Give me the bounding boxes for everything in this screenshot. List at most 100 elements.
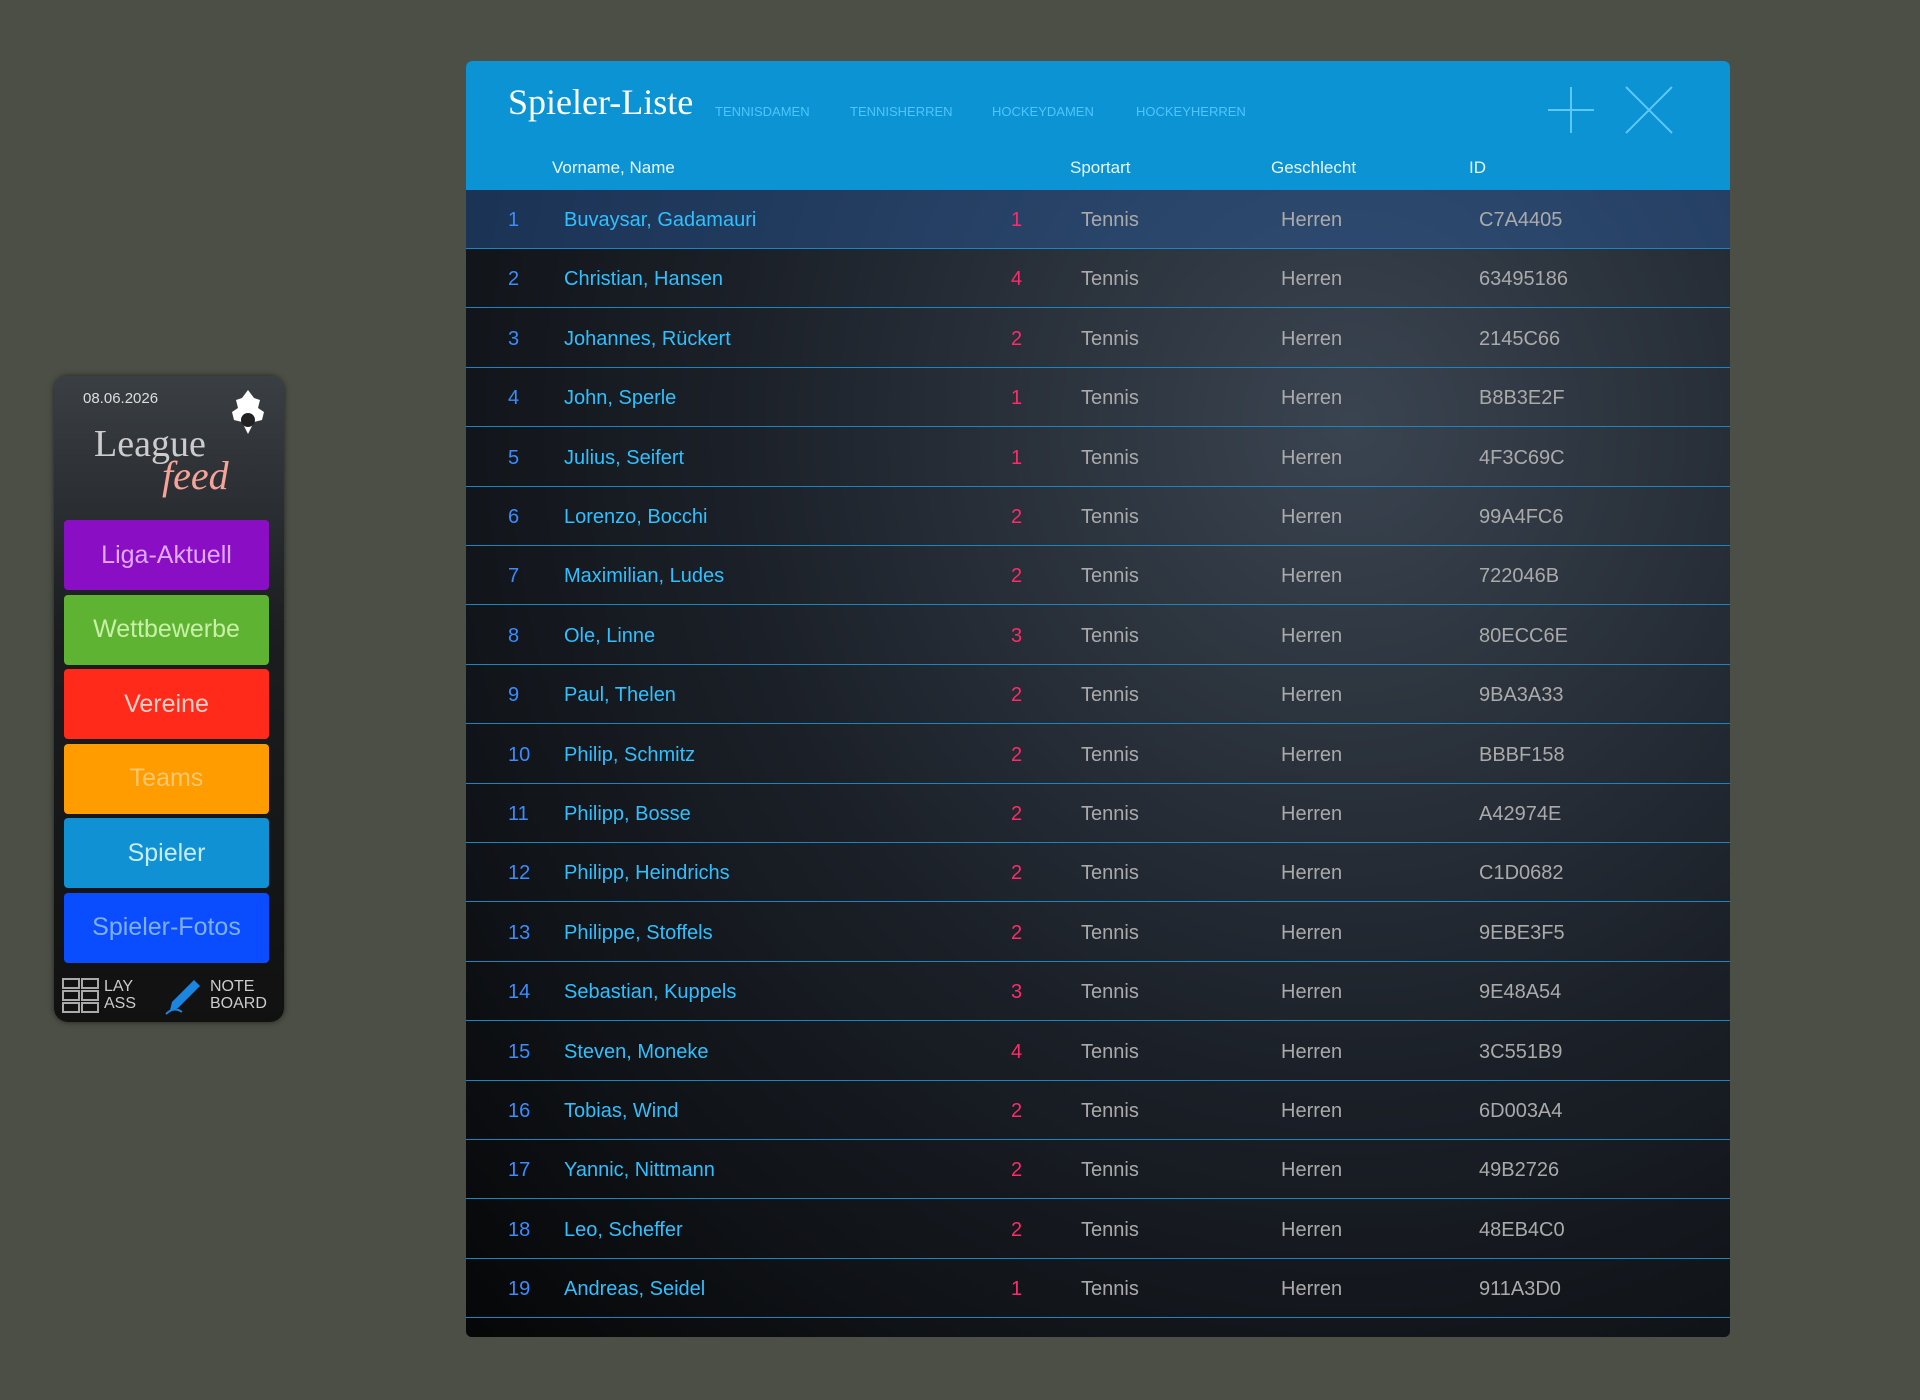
sport: Tennis	[1081, 387, 1139, 410]
row-number: 18	[508, 1218, 531, 1241]
player-row[interactable]: 10 Philip, Schmitz 2 Tennis Herren BBBF158	[466, 725, 1730, 784]
count: 1	[1011, 446, 1023, 469]
sport: Tennis	[1081, 327, 1139, 350]
player-name: Ole, Linne	[564, 624, 656, 647]
player-row[interactable]: 6 Lorenzo, Bocchi 2 Tennis Herren 99A4FC6	[466, 487, 1730, 546]
count: 1	[1011, 209, 1023, 231]
sidebar: 08.06.2026 League feed Liga-Aktuell Wettb…	[54, 376, 284, 1022]
count: 2	[1011, 565, 1023, 588]
count: 2	[1011, 862, 1023, 885]
gender: Herren	[1281, 1278, 1343, 1301]
player-id: 63495186	[1479, 268, 1568, 291]
player-row[interactable]: 18 Leo, Scheffer 2 Tennis Herren 48EB4C0	[466, 1200, 1730, 1259]
player-name: Philipp, Heindrichs	[564, 862, 730, 885]
player-name: Steven, Moneke	[564, 1040, 709, 1063]
count: 2	[1011, 1100, 1023, 1122]
gender: Herren	[1281, 743, 1343, 766]
player-name: Julius, Seifert	[564, 446, 685, 469]
player-name: Leo, Scheffer	[564, 1218, 683, 1241]
sport: Tennis	[1081, 506, 1139, 528]
player-row[interactable]: 15 Steven, Moneke 4 Tennis Herren 3C551B9	[466, 1022, 1730, 1081]
menu-button[interactable]: Spieler	[64, 818, 269, 888]
player-id: 2145C66	[1479, 327, 1561, 350]
row-number: 14	[508, 981, 531, 1004]
row-number: 1	[508, 209, 520, 231]
player-row[interactable]: 9 Paul, Thelen 2 Tennis Herren 9BA3A33	[466, 665, 1730, 725]
close-button[interactable]	[1624, 85, 1674, 135]
player-row[interactable]: 8 Ole, Linne 3 Tennis Herren 80ECC6E	[466, 606, 1730, 665]
row-number: 2	[508, 268, 520, 291]
player-id: 48EB4C0	[1479, 1218, 1565, 1241]
player-row[interactable]: 1 Buvaysar, Gadamauri 1 Tennis Herren C7A4405	[466, 190, 1730, 249]
player-id: 911A3D0	[1479, 1278, 1561, 1301]
count: 3	[1011, 981, 1023, 1004]
menu-button[interactable]: Vereine	[64, 669, 269, 739]
tab[interactable]: TENNISHERREN	[850, 104, 953, 119]
row-number: 5	[508, 446, 520, 469]
menu-button[interactable]: Spieler-Fotos	[64, 892, 269, 963]
row-number: 6	[508, 506, 520, 528]
player-name: Christian, Hansen	[564, 268, 723, 291]
tab[interactable]: HOCKEYDAMEN	[992, 104, 1094, 119]
player-row[interactable]: 2 Christian, Hansen 4 Tennis Herren 63495186	[466, 249, 1730, 309]
player-row[interactable]: 5 Julius, Seifert 1 Tennis Herren 4F3C69C	[466, 428, 1730, 487]
player-row[interactable]: 11 Philipp, Bosse 2 Tennis Herren A42974E	[466, 784, 1730, 843]
count: 2	[1011, 327, 1023, 350]
row-number: 9	[508, 684, 520, 707]
player-id: A42974E	[1479, 803, 1562, 825]
player-id: 4F3C69C	[1479, 446, 1565, 469]
player-row[interactable]: 13 Philippe, Stoffels 2 Tennis Herren 9EBE3F5	[466, 903, 1730, 962]
sport: Tennis	[1081, 862, 1139, 885]
menu-button[interactable]: Liga-Aktuell	[64, 520, 269, 590]
player-name: Johannes, Rückert	[564, 327, 731, 350]
row-number: 10	[508, 743, 531, 766]
player-row[interactable]: 7 Maximilian, Ludes 2 Tennis Herren 722046B	[466, 546, 1730, 606]
logo-icon	[232, 390, 264, 434]
player-row[interactable]: 16 Tobias, Wind 2 Tennis Herren 6D003A4	[466, 1081, 1730, 1140]
player-row[interactable]: 14 Sebastian, Kuppels 3 Tennis Herren 9E48A54	[466, 962, 1730, 1022]
player-name: Sebastian, Kuppels	[564, 981, 737, 1004]
tab[interactable]: TENNISDAMEN	[715, 104, 810, 119]
player-row[interactable]: 3 Johannes, Rückert 2 Tennis Herren 2145C66	[466, 309, 1730, 368]
column-header: Geschlecht	[1271, 158, 1357, 177]
panel-title: Spieler-Liste	[508, 82, 694, 122]
count: 2	[1011, 506, 1023, 528]
player-name: Maximilian, Ludes	[564, 565, 725, 588]
menu-button[interactable]: Wettbewerbe	[64, 594, 269, 665]
player-name: Philip, Schmitz	[564, 743, 696, 766]
row-number: 12	[508, 862, 531, 885]
tool-noteboard[interactable]: NOTE BOARD	[210, 978, 267, 1012]
player-name: Paul, Thelen	[564, 684, 676, 707]
column-header: ID	[1469, 158, 1486, 177]
tool-text: ASS	[104, 995, 137, 1012]
gender: Herren	[1281, 1218, 1343, 1241]
row-number: 16	[508, 1100, 531, 1122]
player-id: 49B2726	[1479, 1159, 1560, 1182]
row-list: 1 Buvaysar, Gadamauri 1 Tennis Herren C7A4405…	[466, 190, 1730, 1337]
row-number: 4	[508, 387, 520, 410]
sport: Tennis	[1081, 1278, 1139, 1301]
sport: Tennis	[1081, 1100, 1139, 1122]
row-number: 17	[508, 1159, 531, 1182]
player-row[interactable]: 19 Andreas, Seidel 1 Tennis Herren 911A3D0	[466, 1259, 1730, 1319]
gender: Herren	[1281, 387, 1343, 410]
sport: Tennis	[1081, 1040, 1139, 1063]
player-name: Andreas, Seidel	[564, 1278, 706, 1301]
tool-text: BOARD	[210, 995, 267, 1012]
sport: Tennis	[1081, 1218, 1139, 1241]
tool-layass[interactable]: LAY ASS	[104, 978, 136, 1012]
player-row[interactable]: 4 John, Sperle 1 Tennis Herren B8B3E2F	[466, 368, 1730, 428]
add-button[interactable]	[1546, 85, 1596, 135]
gender: Herren	[1281, 506, 1343, 528]
gender: Herren	[1281, 684, 1343, 707]
player-row[interactable]: 12 Philipp, Heindrichs 2 Tennis Herren C1D068…	[466, 843, 1730, 903]
logo-league: League	[94, 423, 206, 465]
menu-button[interactable]: Teams	[64, 743, 269, 814]
date: 08.06.2026	[83, 390, 159, 407]
player-row[interactable]: 17 Yannic, Nittmann 2 Tennis Herren 49B2726	[466, 1140, 1730, 1200]
sport: Tennis	[1081, 565, 1139, 588]
sport: Tennis	[1081, 743, 1139, 766]
pen-icon	[165, 980, 200, 1015]
tab[interactable]: HOCKEYHERREN	[1136, 104, 1246, 119]
